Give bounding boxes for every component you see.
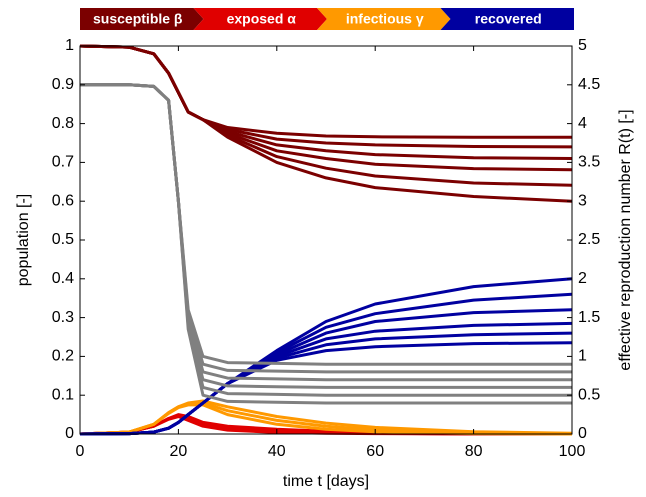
x-tick-label: 20 [170,443,188,460]
y-tick-label: 0.3 [52,309,74,326]
legend-label: recovered [475,11,542,27]
y2-tick-label: 2 [578,270,587,287]
series-line [79,403,573,436]
y2-tick-label: 5 [578,37,587,54]
plot-frame [79,45,573,435]
y2-tick-label: 2.5 [578,231,600,248]
series-line [79,277,573,436]
legend-swatch [193,8,327,30]
x-tick-label: 0 [76,443,85,460]
legend-label: infectious γ [346,11,424,27]
y2-tick-label: 0 [578,425,587,442]
y2-tick-label: 3 [578,192,587,209]
series-line [79,44,573,149]
y-tick-label: 0 [65,425,74,442]
y-tick-label: 0.7 [52,154,74,171]
series-line [80,83,572,405]
y2-tick-label: 1 [578,348,587,365]
x-tick-label: 100 [559,443,586,460]
series-line [80,83,572,397]
y2-axis-label: effective reproduction number R(t) [-] [617,109,634,370]
x-tick-label: 40 [268,443,286,460]
y2-tick-label: 3.5 [578,154,600,171]
y-tick-label: 0.5 [52,231,74,248]
y-tick-label: 1 [65,37,74,54]
legend-label: susceptible β [93,11,183,27]
y-tick-label: 0.4 [52,270,74,287]
x-tick-label: 80 [465,443,483,460]
legend-label: exposed α [227,11,297,27]
y2-tick-label: 4.5 [578,76,600,93]
x-tick-label: 60 [366,443,384,460]
series-line [79,44,573,203]
y2-tick-label: 1.5 [578,309,600,326]
legend-swatch [440,8,574,30]
x-axis-label: time t [days] [283,473,369,490]
y-tick-label: 0.1 [52,386,74,403]
y-tick-label: 0.8 [52,115,74,132]
series-line [79,331,573,436]
y2-tick-label: 4 [578,115,587,132]
series-line [79,44,572,139]
y-axis-label: population [-] [15,194,32,287]
y-tick-label: 0.2 [52,348,74,365]
y-tick-label: 0.9 [52,76,74,93]
y2-tick-label: 0.5 [578,386,600,403]
series-line [79,44,573,187]
legend-swatch [80,8,204,30]
legend-swatch [317,8,451,30]
y-tick-label: 0.6 [52,192,74,209]
